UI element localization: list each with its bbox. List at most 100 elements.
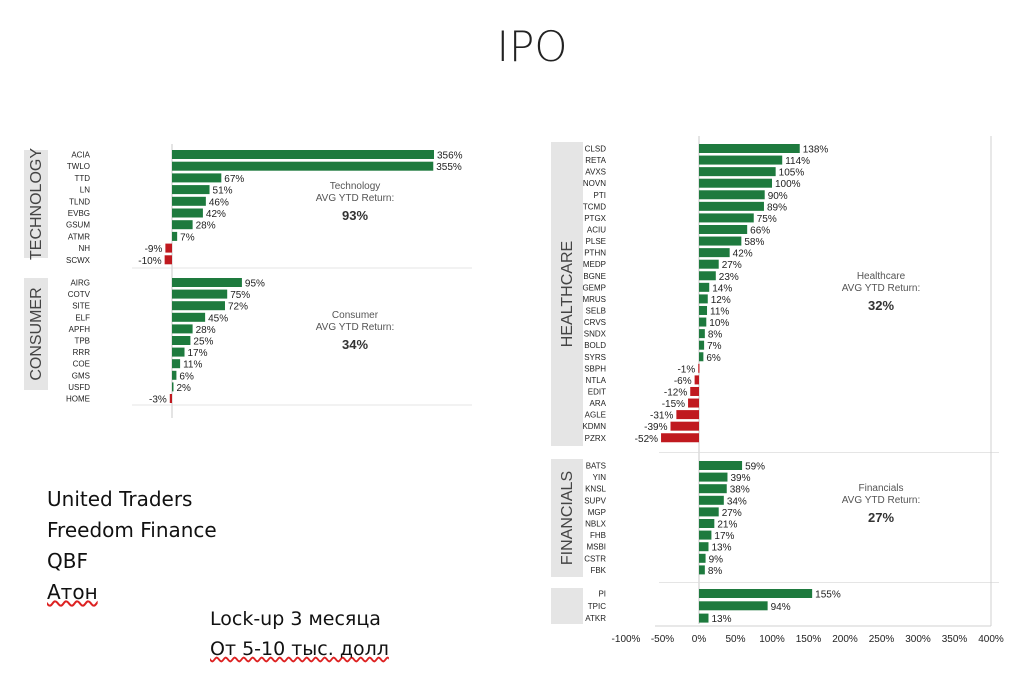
bar [172,336,191,345]
ticker-label: FBK [590,566,606,575]
x-tick-label: 250% [869,634,895,645]
broker-item: QBF [47,549,88,573]
ticker-label: BATS [586,462,606,471]
bar [699,507,719,517]
data-label: 10% [709,318,729,329]
data-label: 21% [717,520,737,531]
ticker-label: ELF [75,313,90,322]
data-label: 355% [436,162,462,173]
ticker-label: GSUM [66,221,90,230]
x-tick-label: -100% [612,634,641,645]
avg-caption: AVG YTD Return: [842,283,921,294]
data-label: -1% [677,364,695,375]
data-label: 27% [722,508,742,519]
data-label: 11% [183,360,202,371]
ticker-label: AVXS [585,168,606,177]
data-label: 75% [757,214,777,225]
ticker-label: COTV [68,290,91,299]
data-label: 6% [706,353,721,364]
bar [699,352,704,362]
data-label: -31% [650,411,673,422]
avg-value: 32% [868,298,894,313]
ticker-label: ACIA [71,151,90,160]
ticker-label: SNDX [584,330,607,339]
bar [699,495,724,505]
broker-item: Атон [47,580,98,604]
data-label: 11% [710,306,729,317]
bar [172,289,228,299]
bar [172,324,193,334]
bar [699,340,705,350]
x-tick-label: 150% [796,634,822,645]
ticker-label: PZRX [585,434,607,443]
data-label: 59% [745,462,765,473]
data-label: 67% [224,174,244,185]
ticker-label: EDIT [588,387,606,396]
ticker-label: YIN [593,473,607,482]
ticker-label: BOLD [584,341,606,350]
data-label: 6% [179,371,194,382]
sector-label: FINANCIALS [559,471,576,565]
bar [670,421,699,431]
sector-panel [551,588,583,624]
broker-item: Freedom Finance [47,518,217,542]
bar [172,150,434,159]
data-label: -15% [662,399,685,410]
ipo-notes: Lock-up 3 месяца От 5-10 тыс. долл [210,604,389,664]
avg-value: 27% [868,510,894,525]
bar [164,255,172,265]
lockup-note: Lock-up 3 месяца [210,608,381,630]
bar [699,294,708,304]
ticker-label: BGNE [583,272,606,281]
bar [699,484,727,494]
bar [699,519,715,528]
ticker-label: RETA [585,156,606,165]
ticker-label: TLND [69,197,90,206]
ticker-label: GMS [72,371,90,380]
sector-label: HEALTHCARE [559,241,576,347]
data-label: 12% [711,295,731,306]
ticker-label: KDMN [582,422,606,431]
ticker-label: APFH [69,325,91,334]
data-label: -9% [145,244,163,255]
ticker-label: MRUS [582,295,606,304]
data-label: -10% [138,256,161,267]
bar [698,363,700,373]
data-label: 13% [711,543,731,554]
sector-panel [551,142,583,446]
data-label: -39% [644,422,667,433]
broker-list: United Traders Freedom Finance QBF Атон [47,484,217,608]
bar [699,461,743,470]
bar [172,347,185,357]
ticker-label: ARA [590,399,607,408]
bar [699,259,719,269]
ticker-label: TPIC [588,602,606,611]
bar [688,398,699,408]
bar [172,312,206,322]
slide-title: IPO [496,22,568,71]
ticker-label: SYRS [584,353,606,362]
bar [165,243,172,253]
data-label: 39% [730,473,750,484]
data-label: 17% [188,348,208,359]
data-label: -3% [149,395,167,406]
data-label: 42% [733,249,753,260]
data-label: -12% [664,387,687,398]
data-label: 14% [712,283,732,294]
ticker-label: FHB [590,531,606,540]
bar [172,185,210,195]
data-label: 51% [213,186,233,197]
data-label: 46% [209,197,229,208]
data-label: 58% [744,237,764,248]
data-label: 42% [206,209,226,220]
x-tick-label: 400% [978,634,1004,645]
data-label: 17% [714,531,734,542]
x-tick-label: 300% [905,634,931,645]
ticker-label: NBLX [585,520,607,529]
ticker-label: SITE [72,302,90,311]
ticker-label: SCWX [66,256,91,265]
ticker-label: TCMD [583,202,606,211]
bar [699,553,706,563]
bar [699,282,710,292]
